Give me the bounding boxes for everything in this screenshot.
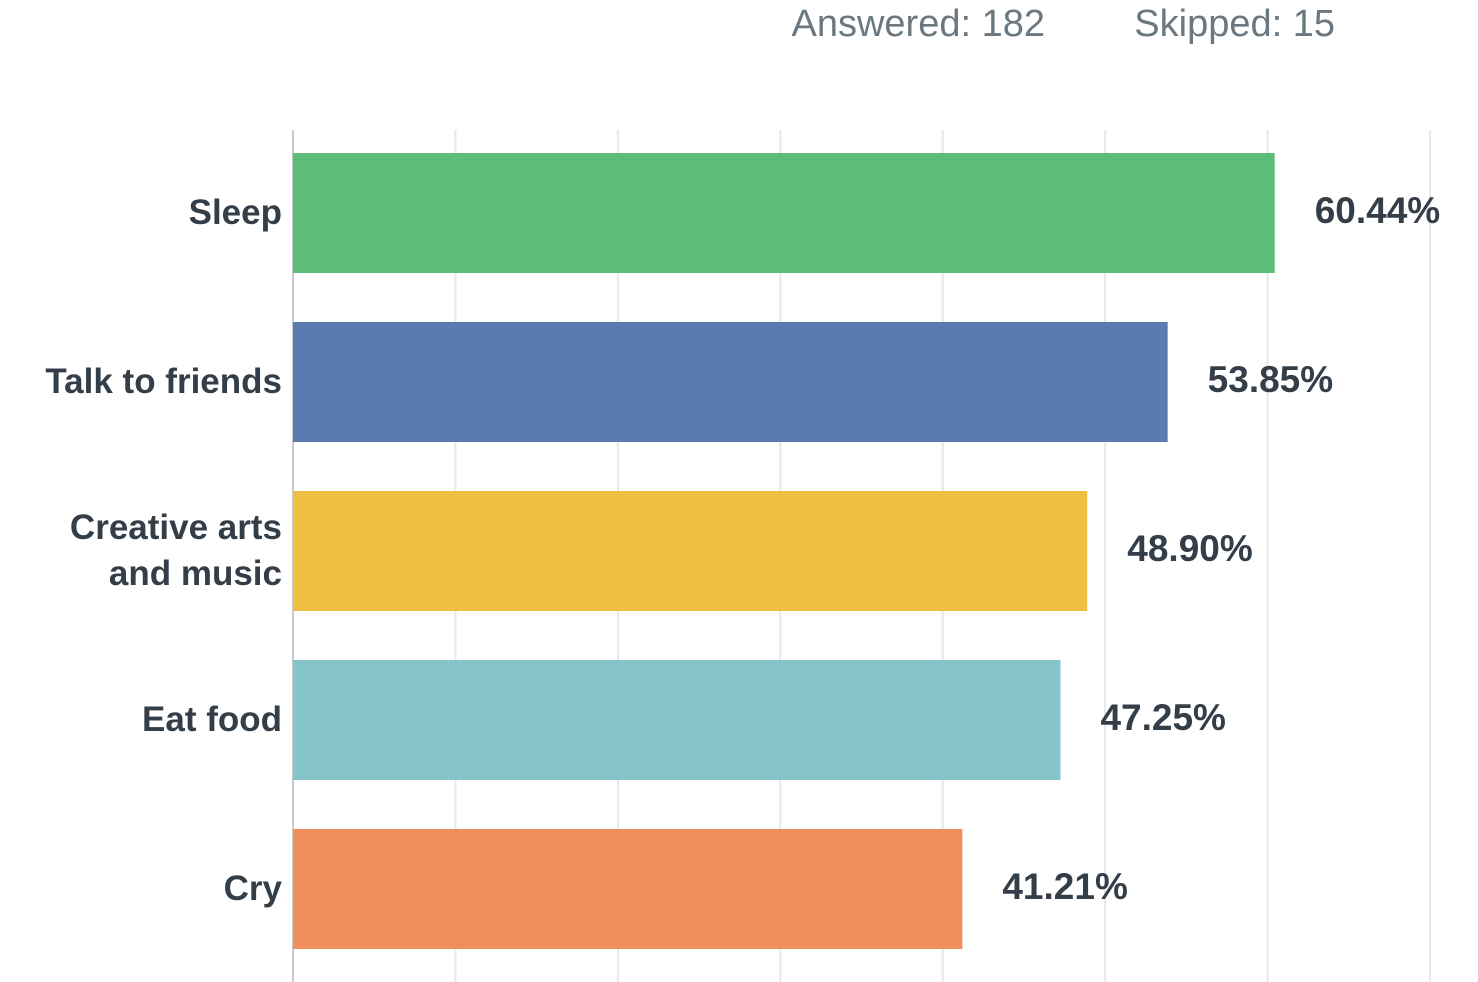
value-label: 41.21% (1002, 866, 1128, 907)
category-label: Creative arts and music (69, 508, 282, 593)
bar (293, 491, 1088, 611)
value-label: 53.85% (1208, 359, 1334, 400)
category-label: Eat food (142, 700, 282, 739)
response-count: Answered: 182 (792, 3, 1046, 45)
value-label: 60.44% (1315, 190, 1441, 231)
bar (293, 660, 1061, 780)
bar (293, 829, 963, 949)
bar (293, 322, 1168, 442)
category-label: Sleep (188, 193, 282, 232)
category-label: Cry (223, 869, 282, 908)
value-label: 48.90% (1127, 528, 1253, 569)
response-count: Skipped: 15 (1134, 3, 1335, 45)
category-label: Talk to friends (45, 362, 282, 401)
bar (293, 153, 1275, 273)
value-label: 47.25% (1100, 697, 1226, 738)
